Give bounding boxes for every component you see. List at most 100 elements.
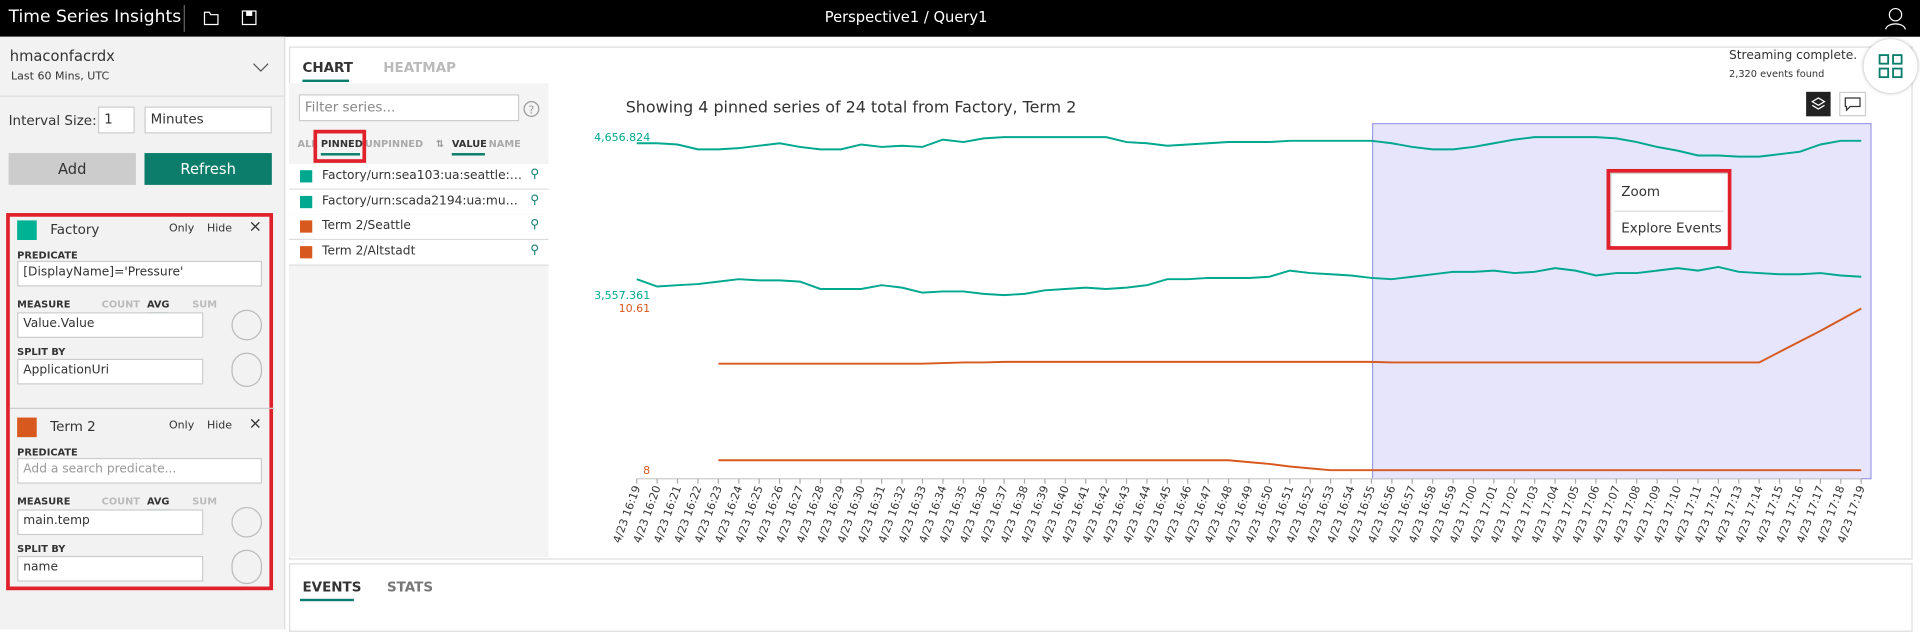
predicate-input[interactable]: Add a search predicate... (17, 457, 263, 484)
interval-label: Interval Size: (8, 112, 97, 129)
term-only[interactable]: Only (168, 222, 195, 236)
series-line (718, 307, 1862, 365)
menu-zoom[interactable]: Zoom (1621, 183, 1661, 200)
series-line (718, 459, 1862, 472)
comment-icon (1844, 97, 1861, 112)
interval-input[interactable]: 1 (97, 106, 135, 134)
split-label: SPLIT BY (17, 543, 66, 555)
measure-option[interactable]: AVG (146, 495, 170, 507)
tab-underline (302, 79, 349, 83)
sort-underline (451, 153, 485, 156)
tab-stats[interactable]: STATS (386, 579, 434, 596)
predicate-input[interactable]: [DisplayName]='Pressure' (17, 260, 263, 287)
pin-icon[interactable]: ⚲ (530, 217, 540, 232)
query-name: Perspective1 / Query1 (824, 8, 988, 26)
legend-name[interactable]: Term 2/Seattle (322, 219, 411, 233)
highlight (313, 129, 367, 163)
legend-row (288, 214, 549, 241)
predicate-label: PREDICATE (17, 249, 78, 261)
status: Streaming complete. (1728, 48, 1858, 63)
filter-input[interactable]: Filter series... (298, 94, 520, 122)
pin-icon[interactable]: ⚲ (530, 167, 540, 182)
term-name[interactable]: Factory (50, 221, 100, 238)
legend-name[interactable]: Term 2/Altstadt (322, 244, 416, 258)
help-icon[interactable]: ? (523, 100, 540, 117)
environment[interactable]: hmaconfacrdx (9, 47, 115, 65)
filter-all[interactable]: ALL (297, 138, 318, 150)
toolbar-icons[interactable] (203, 10, 264, 27)
y-tick-label: 10.61 (619, 302, 651, 315)
interval-unit[interactable]: Minutes (144, 106, 272, 134)
split-select[interactable]: ApplicationUri (17, 358, 204, 385)
tab-heatmap[interactable]: HEATMAP (383, 60, 457, 76)
legend-swatch (300, 245, 313, 258)
pin-icon[interactable]: ⚲ (530, 243, 540, 257)
tab-underline (300, 598, 354, 602)
legend-name[interactable]: Factory/urn:scada2194:ua:munich:... (322, 194, 526, 208)
measure-select[interactable]: Value.Value (17, 312, 204, 338)
legend-row (288, 239, 549, 266)
term-close[interactable]: × (248, 415, 262, 434)
divider (183, 4, 185, 32)
legend-swatch (300, 170, 313, 183)
term-color (17, 417, 37, 438)
tab-events[interactable]: EVENTS (302, 579, 362, 596)
chart-title: Showing 4 pinned series of 24 total from… (626, 98, 1077, 117)
measure-option[interactable]: COUNT (101, 298, 140, 310)
legend-name[interactable]: Factory/urn:sea103:ua:seattle:line1... (322, 168, 525, 183)
svg-text:?: ? (528, 103, 534, 116)
split-button[interactable] (231, 549, 263, 585)
legend-swatch (300, 220, 313, 233)
measure-label: MEASURE (17, 298, 71, 310)
series-line (636, 265, 1862, 297)
split-select[interactable]: name (17, 555, 204, 582)
term-hide[interactable]: Hide (206, 222, 233, 236)
highlight (1606, 168, 1732, 250)
split-button[interactable] (231, 352, 263, 387)
sort-icon: ⇅ (435, 138, 445, 150)
legend-row (288, 164, 549, 190)
term-close[interactable]: × (248, 217, 262, 237)
pin-icon[interactable]: ⚲ (530, 192, 540, 207)
filter-pinned[interactable]: PINNED (320, 138, 363, 150)
measure-label: MEASURE (17, 495, 71, 507)
divider (9, 407, 275, 409)
term-name[interactable]: Term 2 (50, 418, 96, 435)
top-bar (0, 0, 1920, 37)
measure-option[interactable]: SUM (192, 298, 218, 310)
y-tick-label: 4,656.824 (594, 131, 650, 144)
refresh-button[interactable]: Refresh (144, 153, 272, 185)
settings-button[interactable] (231, 309, 263, 341)
term-hide[interactable]: Hide (206, 420, 233, 433)
divider (0, 95, 285, 97)
filter-unpinned[interactable]: UNPINNED (364, 138, 424, 150)
layout-button[interactable] (1863, 39, 1918, 94)
measure-option[interactable]: SUM (192, 495, 218, 507)
user-icon[interactable] (1883, 6, 1907, 30)
time-range: Last 60 Mins, UTC (11, 71, 110, 84)
measure-select[interactable]: main.temp (17, 509, 204, 536)
measure-option[interactable]: AVG (146, 298, 170, 310)
app-title: Time Series Insights (8, 7, 182, 27)
sort-value[interactable]: VALUE (451, 138, 487, 150)
stack-icon (1811, 97, 1826, 110)
tab-chart[interactable]: CHART (302, 60, 353, 76)
split-label: SPLIT BY (17, 346, 66, 358)
term-only[interactable]: Only (168, 420, 195, 433)
events-found: 2,320 events found (1728, 68, 1825, 80)
term-color (17, 220, 37, 241)
stack-button[interactable] (1806, 91, 1831, 117)
sort-name[interactable]: NAME (488, 138, 521, 150)
measure-option[interactable]: COUNT (101, 495, 140, 507)
comment-button[interactable] (1839, 91, 1867, 117)
menu-explore[interactable]: Explore Events (1621, 220, 1722, 237)
filter-underline (320, 153, 361, 156)
events-panel (288, 563, 1913, 632)
settings-button[interactable] (231, 506, 263, 538)
grid-icon (1878, 54, 1903, 79)
add-button[interactable]: Add (8, 153, 136, 185)
chevron[interactable] (252, 61, 269, 73)
legend-swatch (300, 195, 313, 208)
